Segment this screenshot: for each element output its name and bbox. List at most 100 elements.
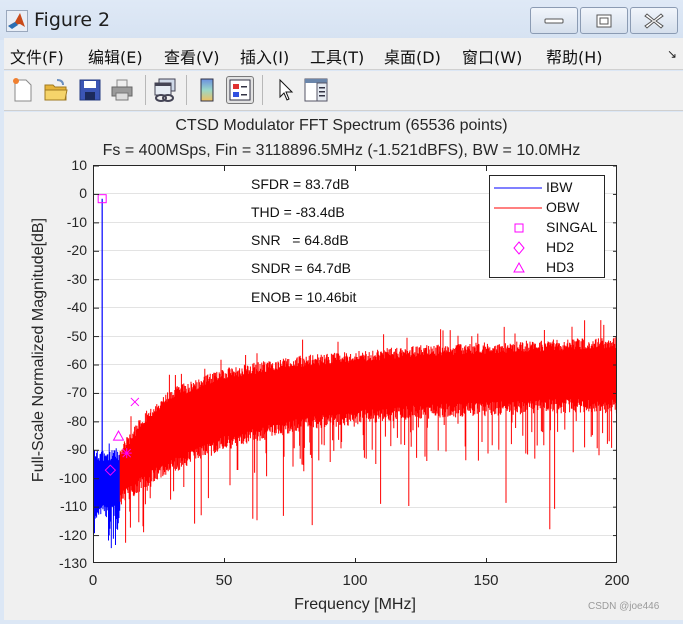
- y-tick-label: -30: [66, 271, 87, 287]
- square-marker-icon: [514, 223, 524, 233]
- minimize-icon: [544, 18, 564, 23]
- y-tick-label: 0: [79, 185, 87, 201]
- x-tick-mark: [486, 166, 487, 171]
- sfdr-annotation: SFDR = 83.7dB: [251, 176, 350, 192]
- maximize-button[interactable]: [580, 7, 628, 34]
- save-icon: [79, 79, 101, 101]
- chart-legend[interactable]: IBW OBW SINGAL HD2 HD3: [489, 175, 605, 278]
- x-tick-label: 150: [473, 572, 499, 589]
- link-figure-icon: [154, 78, 176, 102]
- matlab-logo-icon: [6, 10, 28, 32]
- sndr-annotation: SNDR = 64.7dB: [251, 260, 351, 276]
- hd5-marker-icon: [130, 397, 140, 407]
- x-tick-mark: [355, 166, 356, 171]
- line-swatch-icon: [494, 207, 542, 209]
- y-axis-label: Full-Scale Normalized Magnitude[dB]: [30, 217, 47, 483]
- gridline: [94, 279, 616, 280]
- chart-subtitle: Fs = 400MSps, Fin = 3118896.5MHz (-1.521…: [102, 142, 581, 159]
- gridline: [94, 336, 616, 337]
- menu-desktop[interactable]: 桌面(D): [384, 48, 441, 67]
- legend-item-hd3: HD3: [490, 258, 606, 277]
- menu-insert[interactable]: 插入(I): [240, 48, 290, 67]
- pointer-arrow-icon: [279, 78, 294, 101]
- property-panel-icon: [304, 78, 328, 102]
- property-inspector-button[interactable]: [302, 76, 330, 104]
- legend-icon: [229, 79, 251, 101]
- x-tick-label: 100: [342, 572, 368, 589]
- gridline: [94, 307, 616, 308]
- y-tick-label: -40: [66, 299, 87, 315]
- watermark: CSDN @joe446: [588, 601, 660, 612]
- enob-annotation: ENOB = 10.46bit: [251, 289, 357, 305]
- menu-window[interactable]: 窗口(W): [462, 48, 523, 67]
- line-swatch-icon: [494, 187, 542, 189]
- gridline: [94, 250, 616, 251]
- x-tick-label: 50: [215, 572, 233, 589]
- spectrum-plot: [94, 166, 616, 549]
- new-figure-button[interactable]: [8, 76, 36, 104]
- x-tick-label: 0: [88, 572, 98, 589]
- y-tick-label: -120: [58, 527, 87, 543]
- window-title: Figure 2: [34, 9, 111, 31]
- x-tick-label: 200: [604, 572, 630, 589]
- close-icon: [644, 12, 664, 29]
- y-tick-label: -20: [66, 242, 87, 258]
- print-button[interactable]: [108, 76, 136, 104]
- gridline: [94, 535, 616, 536]
- open-file-button[interactable]: [42, 76, 70, 104]
- diamond-marker-icon: [513, 241, 525, 255]
- y-tick-label: -80: [66, 413, 87, 429]
- gridline: [94, 222, 616, 223]
- y-tick-label: -70: [66, 384, 87, 400]
- gridline: [94, 421, 616, 422]
- gridline: [94, 450, 616, 451]
- triangle-marker-icon: [513, 261, 525, 273]
- y-tick-label: -60: [66, 356, 87, 372]
- minimize-button[interactable]: [530, 7, 578, 34]
- new-file-icon: [13, 78, 32, 102]
- legend-item-obw: OBW: [490, 198, 606, 217]
- insert-colorbar-button[interactable]: [193, 76, 221, 104]
- insert-legend-button[interactable]: [226, 76, 254, 104]
- y-tick-label: -90: [66, 441, 87, 457]
- menu-view[interactable]: 查看(V): [164, 48, 220, 67]
- title-bar[interactable]: Figure 2: [0, 0, 683, 40]
- x-tick-mark: [224, 558, 225, 563]
- x-tick-mark: [486, 558, 487, 563]
- save-button[interactable]: [76, 76, 104, 104]
- y-tick-label: 10: [71, 157, 87, 173]
- menu-help[interactable]: 帮助(H): [546, 48, 603, 67]
- link-plot-button[interactable]: [151, 76, 179, 104]
- hd4-marker-icon: [121, 448, 132, 459]
- y-tick-label: -50: [66, 328, 87, 344]
- x-axis-label: Frequency [MHz]: [294, 596, 416, 613]
- y-tick-label: -110: [60, 498, 87, 514]
- hd2-marker-icon: [104, 464, 117, 476]
- hd3-marker-icon: [112, 430, 125, 441]
- y-tick-label: -10: [66, 214, 87, 230]
- menu-bar: 文件(F) 编辑(E) 查看(V) 插入(I) 工具(T) 桌面(D) 窗口(W…: [4, 38, 683, 70]
- maximize-icon: [596, 14, 612, 27]
- menu-edit[interactable]: 编辑(E): [88, 48, 143, 67]
- x-tick-mark: [224, 166, 225, 171]
- legend-item-ibw: IBW: [490, 178, 606, 197]
- singal-marker-icon: [97, 194, 107, 204]
- gridline: [94, 478, 616, 479]
- gridline: [94, 193, 616, 194]
- toolbar-separator: [145, 75, 146, 105]
- snr-annotation: SNR = 64.8dB: [251, 232, 349, 248]
- legend-item-signal: SINGAL: [490, 218, 606, 237]
- thd-annotation: THD = -83.4dB: [251, 204, 345, 220]
- colorbar-icon: [200, 78, 214, 102]
- x-tick-mark: [355, 558, 356, 563]
- edit-plot-button[interactable]: [272, 76, 300, 104]
- close-button[interactable]: [630, 7, 678, 34]
- menu-tools[interactable]: 工具(T): [310, 48, 365, 67]
- folder-open-icon: [44, 79, 68, 101]
- y-tick-label: -100: [58, 470, 87, 486]
- chart-title: CTSD Modulator FFT Spectrum (65536 point…: [175, 117, 508, 134]
- menu-file[interactable]: 文件(F): [10, 48, 64, 67]
- menu-expand-icon[interactable]: ↘: [666, 47, 677, 61]
- toolbar-separator: [262, 75, 263, 105]
